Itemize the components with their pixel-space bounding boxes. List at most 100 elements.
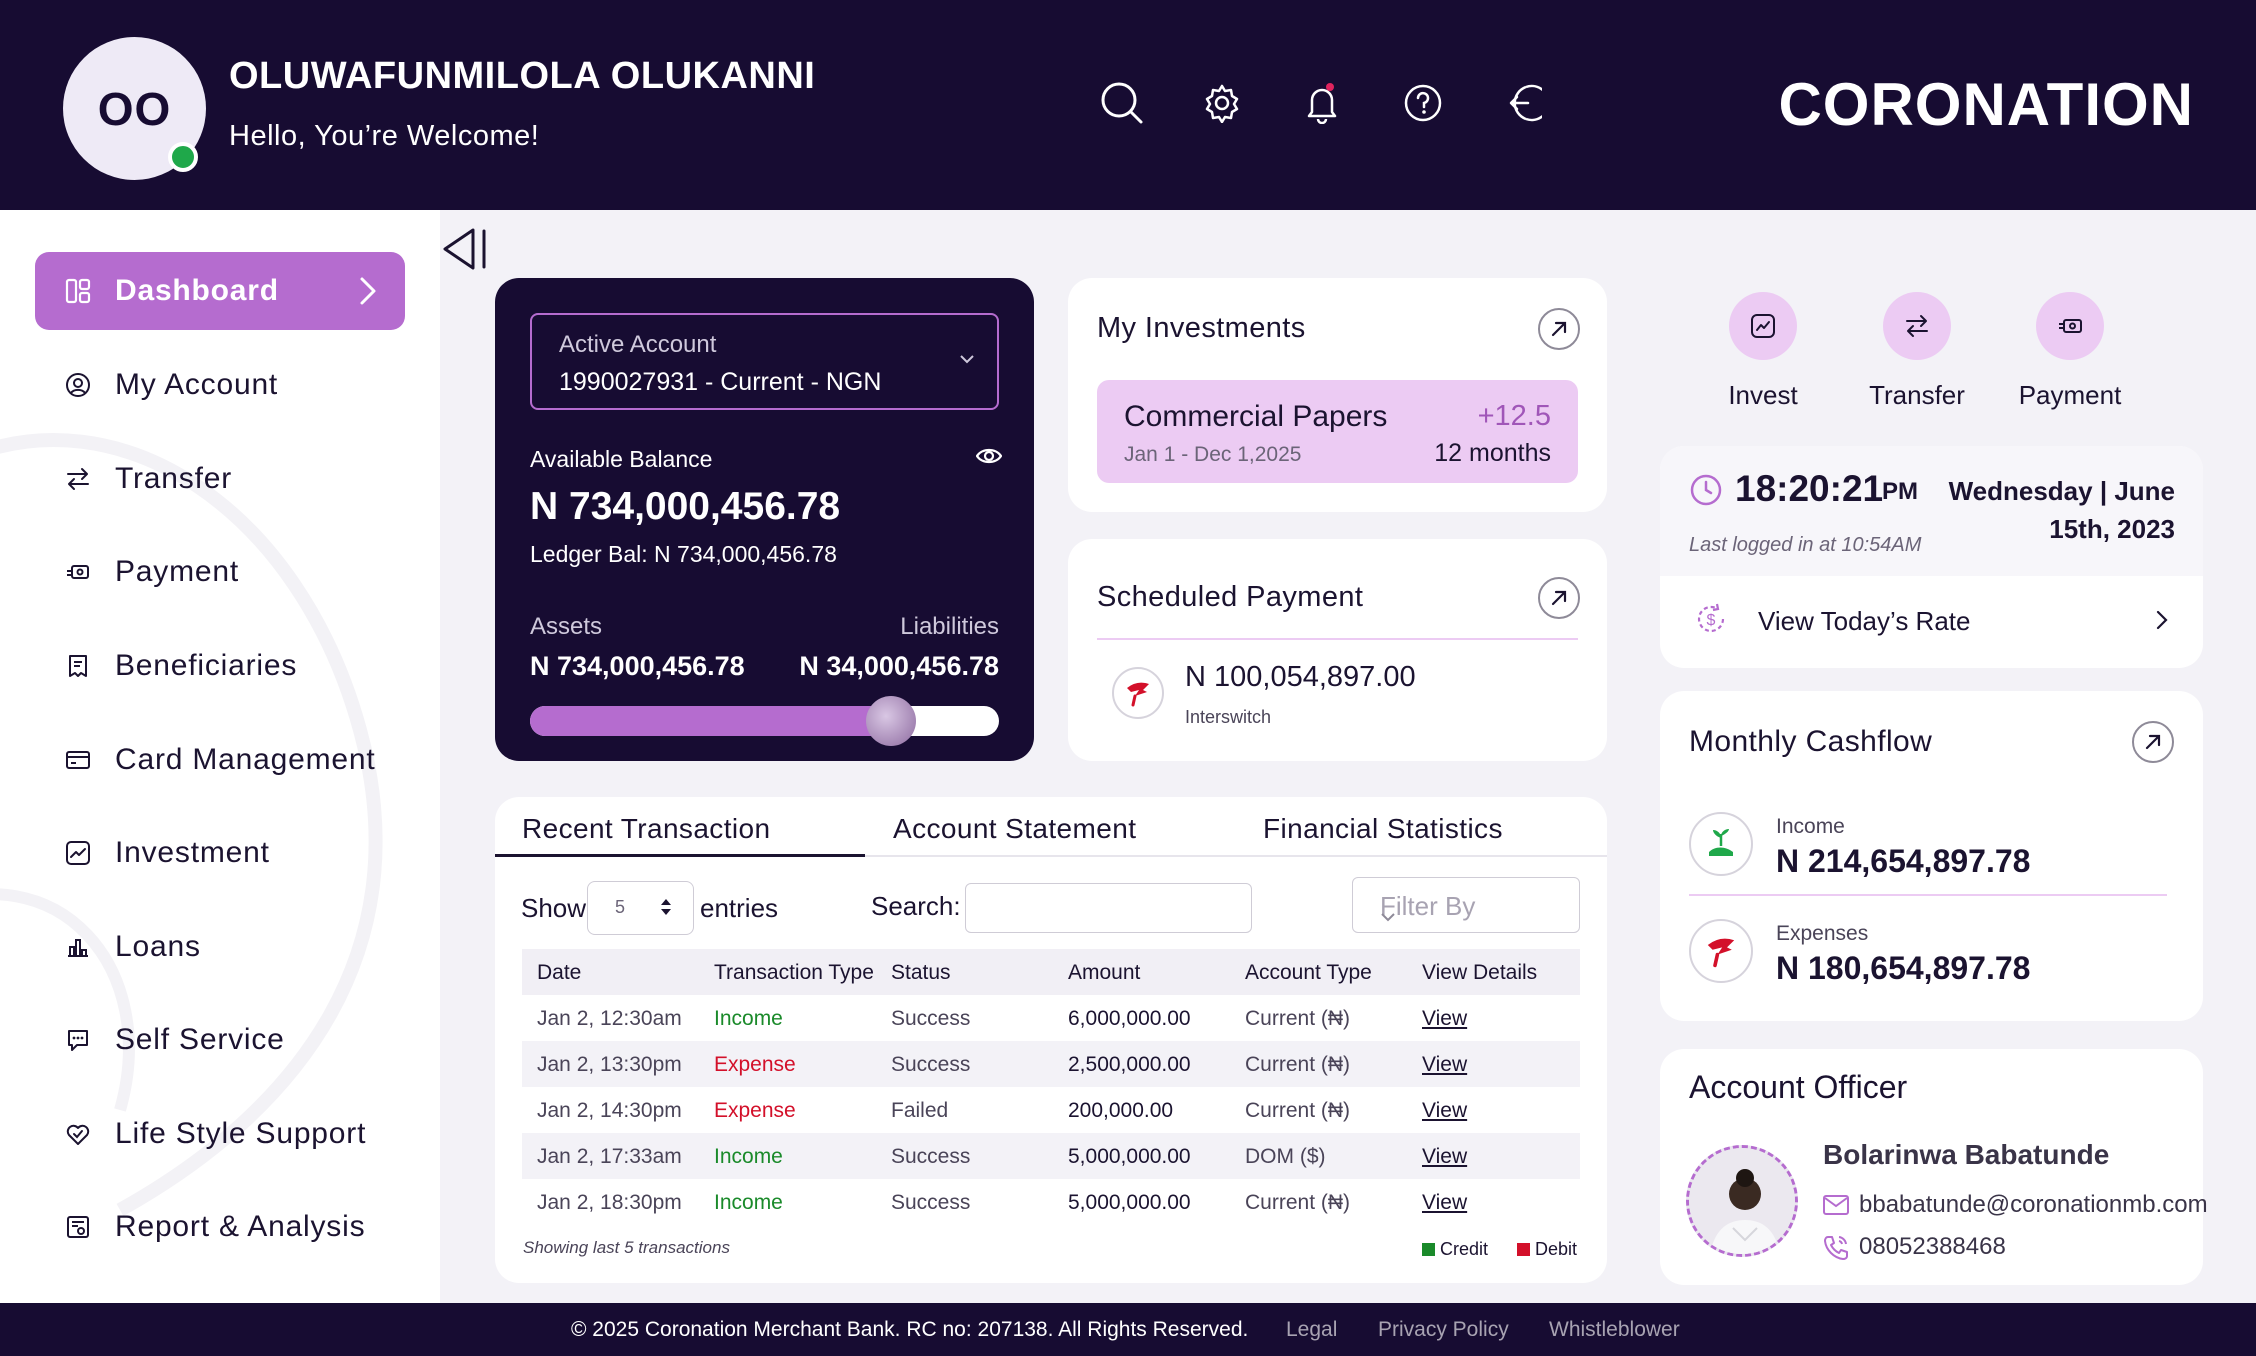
cell-amount: 6,000,000.00 (1068, 1007, 1191, 1030)
active-account-select[interactable]: Active Account 1990027931 - Current - NG… (530, 313, 999, 410)
investment-rate: +12.5 (1477, 400, 1551, 432)
search-input[interactable] (965, 883, 1252, 933)
quick-action-label: Payment (2018, 380, 2122, 410)
view-details-link[interactable]: View (1422, 1191, 1468, 1214)
quick-action-payment[interactable]: Payment (2010, 292, 2130, 411)
transfer-icon (63, 464, 93, 494)
ledger-balance: Ledger Bal: N 734,000,456.78 (530, 541, 837, 568)
sidebar-item-label: Payment (115, 555, 239, 588)
cell-account-type: DOM ($) (1245, 1145, 1326, 1168)
logout-icon[interactable] (1498, 80, 1544, 126)
sidebar-item-card-management[interactable]: Card Management (35, 721, 405, 799)
current-time: 18:20:21 (1735, 468, 1884, 509)
view-details-link[interactable]: View (1422, 1007, 1468, 1030)
quick-action-label: Transfer (1869, 380, 1965, 410)
officer-email-row[interactable]: bbabatunde@coronationmb.com (1823, 1191, 2208, 1219)
bell-icon[interactable] (1299, 80, 1345, 126)
sidebar-item-life-style-support[interactable]: Life Style Support (35, 1095, 405, 1173)
tab-account-statement[interactable]: Account Statement (893, 813, 1137, 844)
legend-credit: Credit (1422, 1239, 1488, 1260)
sidebar-item-my-account[interactable]: My Account (35, 346, 405, 424)
transactions-card: Recent Transaction Account Statement Fin… (495, 797, 1607, 1283)
investment-item[interactable]: Commercial Papers Jan 1 - Dec 1,2025 +12… (1097, 380, 1578, 483)
table-row: Jan 2, 12:30am Income Success 6,000,000.… (522, 995, 1580, 1041)
scheduled-payee: Interswitch (1185, 707, 1272, 727)
payment-icon (63, 557, 93, 587)
cell-account-type: Current (₦) (1245, 1053, 1351, 1076)
view-rate-link[interactable]: View Today’s Rate (1758, 606, 1971, 636)
time-panel (1660, 446, 2203, 576)
cell-amount: 5,000,000.00 (1068, 1191, 1191, 1214)
available-balance-value: N 734,000,456.78 (530, 485, 841, 528)
footer-link-whistleblower[interactable]: Whistleblower (1549, 1318, 1680, 1341)
cell-amount: 200,000.00 (1068, 1099, 1174, 1122)
arrow-up-right-icon[interactable] (2132, 721, 2174, 763)
online-status-dot (168, 142, 198, 172)
report-icon (63, 1212, 93, 1242)
chevron-down-icon (959, 351, 975, 369)
tab-financial-statistics[interactable]: Financial Statistics (1263, 813, 1503, 844)
view-details-link[interactable]: View (1422, 1145, 1468, 1168)
my-investments-card: My Investments Commercial Papers Jan 1 -… (1068, 278, 1607, 512)
expenses-label: Expenses (1776, 922, 1869, 945)
filter-by-select[interactable]: Filter By (1352, 877, 1580, 933)
sidebar-item-self-service[interactable]: Self Service (35, 1001, 405, 1079)
cell-account-type: Current (₦) (1245, 1099, 1351, 1122)
greeting-text: Hello, You’re Welcome! (229, 120, 540, 152)
my-investments-title: My Investments (1097, 312, 1306, 344)
footer-link-privacy-policy[interactable]: Privacy Policy (1378, 1318, 1509, 1341)
officer-phone: 08052388468 (1859, 1233, 2006, 1260)
current-date: Wednesday | June 15th, 2023 (1945, 472, 2175, 548)
view-details-link[interactable]: View (1422, 1099, 1468, 1122)
sidebar-item-investment[interactable]: Investment (35, 814, 405, 892)
arrow-up-right-icon[interactable] (1538, 577, 1580, 619)
footer-link-legal[interactable]: Legal (1286, 1318, 1338, 1341)
cell-amount: 2,500,000.00 (1068, 1053, 1191, 1076)
invest-icon (1729, 292, 1797, 360)
quick-action-invest[interactable]: Invest (1703, 292, 1823, 411)
sidebar-item-report-analysis[interactable]: Report & Analysis (35, 1188, 405, 1266)
help-icon[interactable] (1400, 80, 1446, 126)
table-row: Jan 2, 18:30pm Income Success 5,000,000.… (522, 1179, 1580, 1225)
avatar[interactable]: OO (63, 37, 206, 180)
view-details-link[interactable]: View (1422, 1053, 1468, 1076)
quick-action-transfer[interactable]: Transfer (1857, 292, 1977, 411)
time-card: 18:20:21 PM Wednesday | June 15th, 2023 L… (1660, 446, 2203, 668)
arrow-up-right-icon[interactable] (1538, 308, 1580, 350)
active-tab-indicator (495, 854, 865, 857)
cell-type: Income (714, 1145, 783, 1168)
search-icon[interactable] (1099, 80, 1145, 126)
tab-recent-transaction[interactable]: Recent Transaction (522, 813, 771, 844)
active-account-value: 1990027931 - Current - NGN (559, 368, 882, 396)
lifestyle-icon (63, 1119, 93, 1149)
gear-icon[interactable] (1199, 80, 1245, 126)
footer: © 2025 Coronation Merchant Bank. RC no: … (0, 1303, 2256, 1356)
chevron-right-icon[interactable] (2156, 610, 2168, 635)
sidebar-item-loans[interactable]: Loans (35, 908, 405, 986)
sidebar-item-dashboard[interactable]: Dashboard (35, 252, 405, 330)
scheduled-amount: N 100,054,897.00 (1185, 661, 1416, 693)
entries-select[interactable]: 5 (587, 881, 694, 935)
officer-phone-row[interactable]: 08052388468 (1823, 1233, 2006, 1261)
chevron-right-icon (359, 276, 377, 314)
cell-date: Jan 2, 18:30pm (537, 1191, 682, 1214)
cell-status: Success (891, 1191, 971, 1214)
sidebar-item-label: My Account (115, 368, 279, 401)
investment-date: Jan 1 - Dec 1,2025 (1124, 443, 1302, 466)
sidebar-item-payment[interactable]: Payment (35, 533, 405, 611)
scheduled-payment-title: Scheduled Payment (1097, 581, 1364, 613)
brand-logo[interactable]: CORONATION (1778, 71, 2194, 138)
sidebar-item-transfer[interactable]: Transfer (35, 440, 405, 518)
sidebar: Dashboard My Account Transfer Payment Be… (0, 210, 440, 1303)
exchange-rate-icon: $ (1693, 601, 1729, 642)
collapse-sidebar-icon[interactable] (440, 226, 490, 272)
eye-icon[interactable] (975, 446, 1003, 471)
cell-account-type: Current (₦) (1245, 1191, 1351, 1214)
liabilities-value: N 34,000,456.78 (799, 651, 999, 681)
sidebar-item-beneficiaries[interactable]: Beneficiaries (35, 627, 405, 705)
divider (1097, 638, 1578, 640)
chevron-down-icon (1380, 898, 1557, 929)
last-login-text: Last logged in at 10:54AM (1689, 534, 1922, 556)
bar-knob[interactable] (866, 696, 917, 746)
phone-icon (1824, 1236, 1848, 1260)
